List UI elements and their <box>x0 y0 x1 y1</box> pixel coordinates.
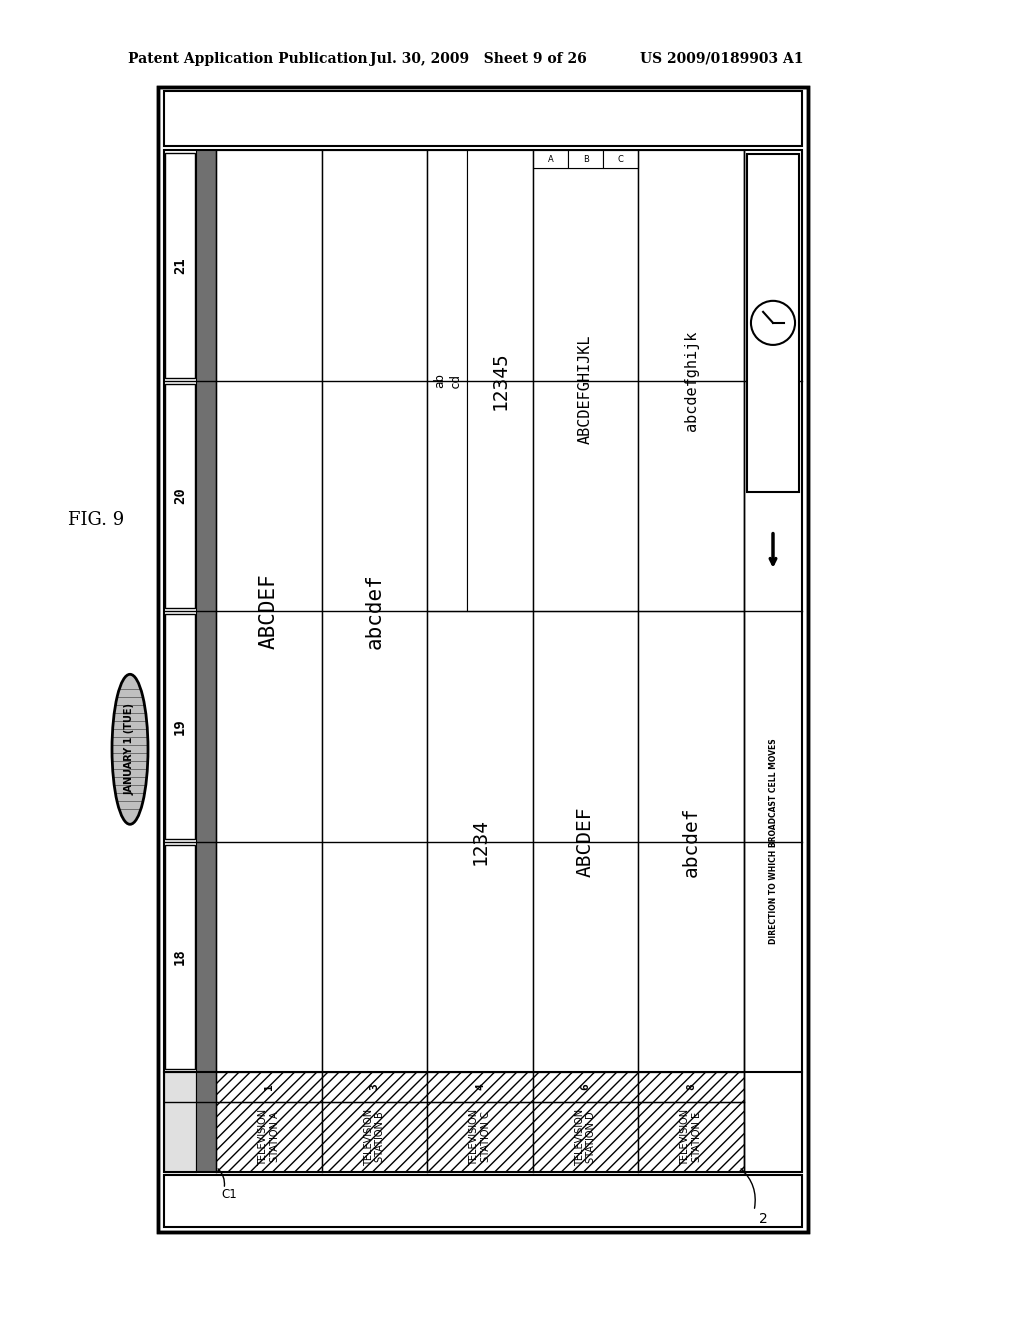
Text: abcdef: abcdef <box>365 573 384 649</box>
Text: ab
cd: ab cd <box>433 374 461 388</box>
Bar <box>158 87 808 1232</box>
Bar <box>322 1072 427 1102</box>
Text: 1: 1 <box>264 1084 273 1090</box>
Text: 2: 2 <box>759 1212 768 1226</box>
Bar <box>746 154 799 492</box>
Text: Patent Application Publication: Patent Application Publication <box>128 51 368 66</box>
Bar <box>164 1072 196 1172</box>
Bar <box>196 150 216 1172</box>
Text: TELEVISION
STATION D: TELEVISION STATION D <box>574 1109 596 1166</box>
Bar <box>532 150 568 168</box>
Bar <box>164 91 802 147</box>
Bar <box>216 150 322 1072</box>
Text: 8: 8 <box>686 1084 696 1090</box>
Ellipse shape <box>112 675 148 824</box>
Text: US 2009/0189903 A1: US 2009/0189903 A1 <box>640 51 804 66</box>
Bar <box>216 1072 322 1102</box>
Bar <box>638 1102 744 1172</box>
Text: 18: 18 <box>173 948 187 965</box>
Text: abcdef: abcdef <box>682 807 700 876</box>
Bar <box>638 1072 744 1102</box>
Bar <box>638 150 744 611</box>
Text: C: C <box>617 154 624 164</box>
Text: 12345: 12345 <box>490 351 510 411</box>
Text: TELEVISION
STATION B: TELEVISION STATION B <box>364 1109 385 1166</box>
Bar <box>638 611 744 1072</box>
Text: 21: 21 <box>173 257 187 273</box>
Text: FIG. 9: FIG. 9 <box>68 511 124 529</box>
Text: DIRECTION TO WHICH BROADCAST CELL MOVES: DIRECTION TO WHICH BROADCAST CELL MOVES <box>768 739 777 944</box>
Bar <box>568 150 603 168</box>
Circle shape <box>751 301 795 345</box>
Bar <box>322 1102 427 1172</box>
Text: TELEVISION
STATION A: TELEVISION STATION A <box>258 1109 280 1166</box>
Bar <box>165 384 195 609</box>
Text: A: A <box>548 154 553 164</box>
Bar <box>532 1072 638 1102</box>
Text: 3: 3 <box>370 1084 380 1090</box>
Bar <box>532 1102 638 1172</box>
Bar <box>164 1175 802 1228</box>
Text: TELEVISION
STATION E: TELEVISION STATION E <box>680 1109 702 1166</box>
Text: JANUARY 1 (TUE): JANUARY 1 (TUE) <box>125 704 135 795</box>
Text: abcdefghijk: abcdefghijk <box>684 330 698 430</box>
Text: 20: 20 <box>173 487 187 504</box>
Text: ABCDEF: ABCDEF <box>577 807 595 876</box>
Bar <box>427 1072 532 1102</box>
Bar <box>216 1102 322 1172</box>
Text: B: B <box>583 154 589 164</box>
Bar <box>427 611 532 1072</box>
Text: TELEVISION
STATION C: TELEVISION STATION C <box>469 1109 490 1166</box>
Text: Jul. 30, 2009   Sheet 9 of 26: Jul. 30, 2009 Sheet 9 of 26 <box>370 51 587 66</box>
Bar <box>164 150 802 1172</box>
Text: 19: 19 <box>173 718 187 735</box>
Bar <box>532 611 638 1072</box>
Bar <box>603 150 638 168</box>
Text: 4: 4 <box>475 1084 485 1090</box>
Text: C1: C1 <box>221 1188 237 1200</box>
Text: ABCDEFGHIJKL: ABCDEFGHIJKL <box>579 335 593 445</box>
Bar <box>427 1102 532 1172</box>
Bar <box>165 614 195 838</box>
Text: 6: 6 <box>581 1084 591 1090</box>
Text: 1234: 1234 <box>470 818 489 865</box>
Bar <box>427 150 467 611</box>
Bar <box>165 845 195 1069</box>
Text: ABCDEF: ABCDEF <box>259 573 279 649</box>
Bar <box>532 168 638 611</box>
Bar <box>196 1072 216 1172</box>
Bar <box>158 87 808 1232</box>
Bar <box>467 150 532 611</box>
Bar <box>322 150 427 1072</box>
Bar <box>165 153 195 378</box>
